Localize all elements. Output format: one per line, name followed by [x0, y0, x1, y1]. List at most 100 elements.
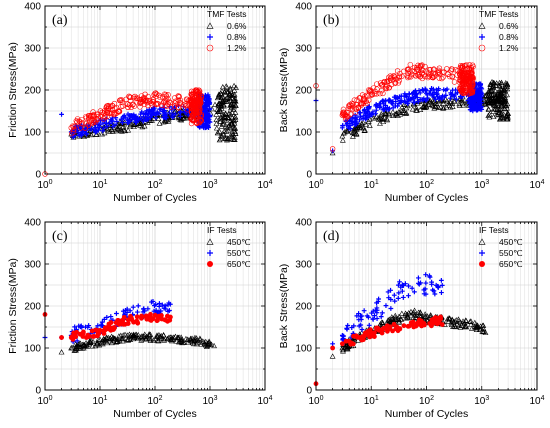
data-point: [125, 321, 131, 326]
data-point: [432, 291, 438, 297]
data-point: [448, 321, 455, 328]
x-tick-label: 101: [364, 395, 379, 407]
data-point: [413, 323, 419, 329]
data-point: [430, 86, 436, 92]
data-point: [439, 75, 445, 82]
data-point: [406, 283, 411, 289]
data-point: [490, 100, 497, 106]
data-point: [417, 97, 423, 102]
data-point: [169, 107, 175, 113]
data-point: [78, 120, 84, 127]
data-point: [114, 311, 119, 316]
data-point: [227, 85, 234, 91]
data-point: [344, 326, 350, 331]
data-point: [162, 317, 168, 323]
data-point: [474, 107, 480, 113]
data-point: [148, 318, 154, 323]
data-point: [111, 335, 118, 342]
data-point: [158, 333, 165, 339]
data-point: [490, 79, 497, 86]
data-point: [462, 87, 468, 94]
data-point: [339, 133, 346, 139]
data-point: [370, 316, 376, 322]
data-point: [141, 331, 148, 337]
x-axis-label: Number of Cycles: [113, 192, 196, 204]
data-point: [79, 120, 85, 126]
data-point: [353, 106, 359, 112]
data-point: [136, 120, 143, 127]
data-point: [424, 92, 430, 98]
data-point: [471, 103, 477, 108]
data-point: [378, 88, 385, 94]
data-point: [471, 319, 478, 326]
data-point: [146, 107, 152, 113]
data-point: [71, 347, 78, 353]
data-point: [183, 335, 189, 342]
data-point: [138, 120, 144, 126]
data-point: [213, 111, 220, 117]
y-axis-label: Friction Stress(MPa): [7, 42, 19, 138]
x-tick-label: 102: [419, 179, 434, 191]
data-point: [78, 125, 84, 131]
data-point: [409, 106, 416, 112]
legend-marker: [479, 261, 485, 267]
series-0.8%: [59, 91, 213, 140]
data-point: [134, 95, 141, 101]
data-point: [476, 103, 482, 109]
data-point: [143, 314, 148, 319]
data-point: [467, 318, 474, 324]
data-point: [177, 97, 183, 103]
data-point: [88, 131, 94, 137]
data-point: [366, 97, 372, 103]
data-point: [457, 324, 464, 330]
data-point: [329, 146, 336, 152]
data-point: [157, 106, 163, 112]
data-point: [220, 121, 227, 127]
data-point: [473, 324, 480, 330]
data-point: [100, 128, 106, 134]
data-point: [118, 116, 124, 122]
legend-marker: [206, 44, 214, 52]
data-point: [392, 312, 399, 319]
data-point: [406, 323, 412, 329]
data-point: [407, 61, 414, 68]
data-point: [406, 91, 412, 97]
data-point: [433, 96, 438, 102]
data-point: [127, 98, 134, 104]
data-point: [434, 87, 439, 93]
data-point: [457, 64, 464, 71]
data-point: [423, 272, 429, 278]
data-point: [153, 93, 159, 100]
data-point: [125, 127, 132, 133]
data-point: [376, 114, 382, 121]
data-point: [177, 100, 183, 106]
data-point: [197, 106, 203, 113]
data-point: [114, 126, 120, 132]
data-point: [216, 100, 222, 106]
y-tick-label: 200: [24, 86, 41, 97]
data-point: [176, 93, 182, 100]
data-point: [398, 316, 405, 322]
data-point: [406, 66, 412, 73]
data-point: [198, 341, 205, 347]
x-tick-label: 101: [364, 179, 379, 191]
data-point: [204, 115, 210, 121]
data-point: [411, 96, 417, 102]
data-point: [488, 94, 495, 100]
data-point: [420, 104, 427, 110]
x-axis-label: Number of Cycles: [385, 192, 468, 204]
data-point: [422, 311, 429, 317]
data-point: [496, 116, 503, 122]
x-axis-label: Number of Cycles: [113, 408, 196, 420]
data-point: [199, 338, 206, 344]
y-tick-label: 0: [35, 386, 41, 397]
legend-title: IF Tests: [207, 225, 237, 235]
data-point: [188, 88, 195, 95]
data-point: [354, 124, 361, 131]
data-point: [218, 91, 225, 97]
legend-label: 1.2%: [227, 43, 247, 53]
data-point: [356, 122, 362, 128]
data-point: [129, 317, 135, 323]
data-point: [159, 102, 165, 109]
